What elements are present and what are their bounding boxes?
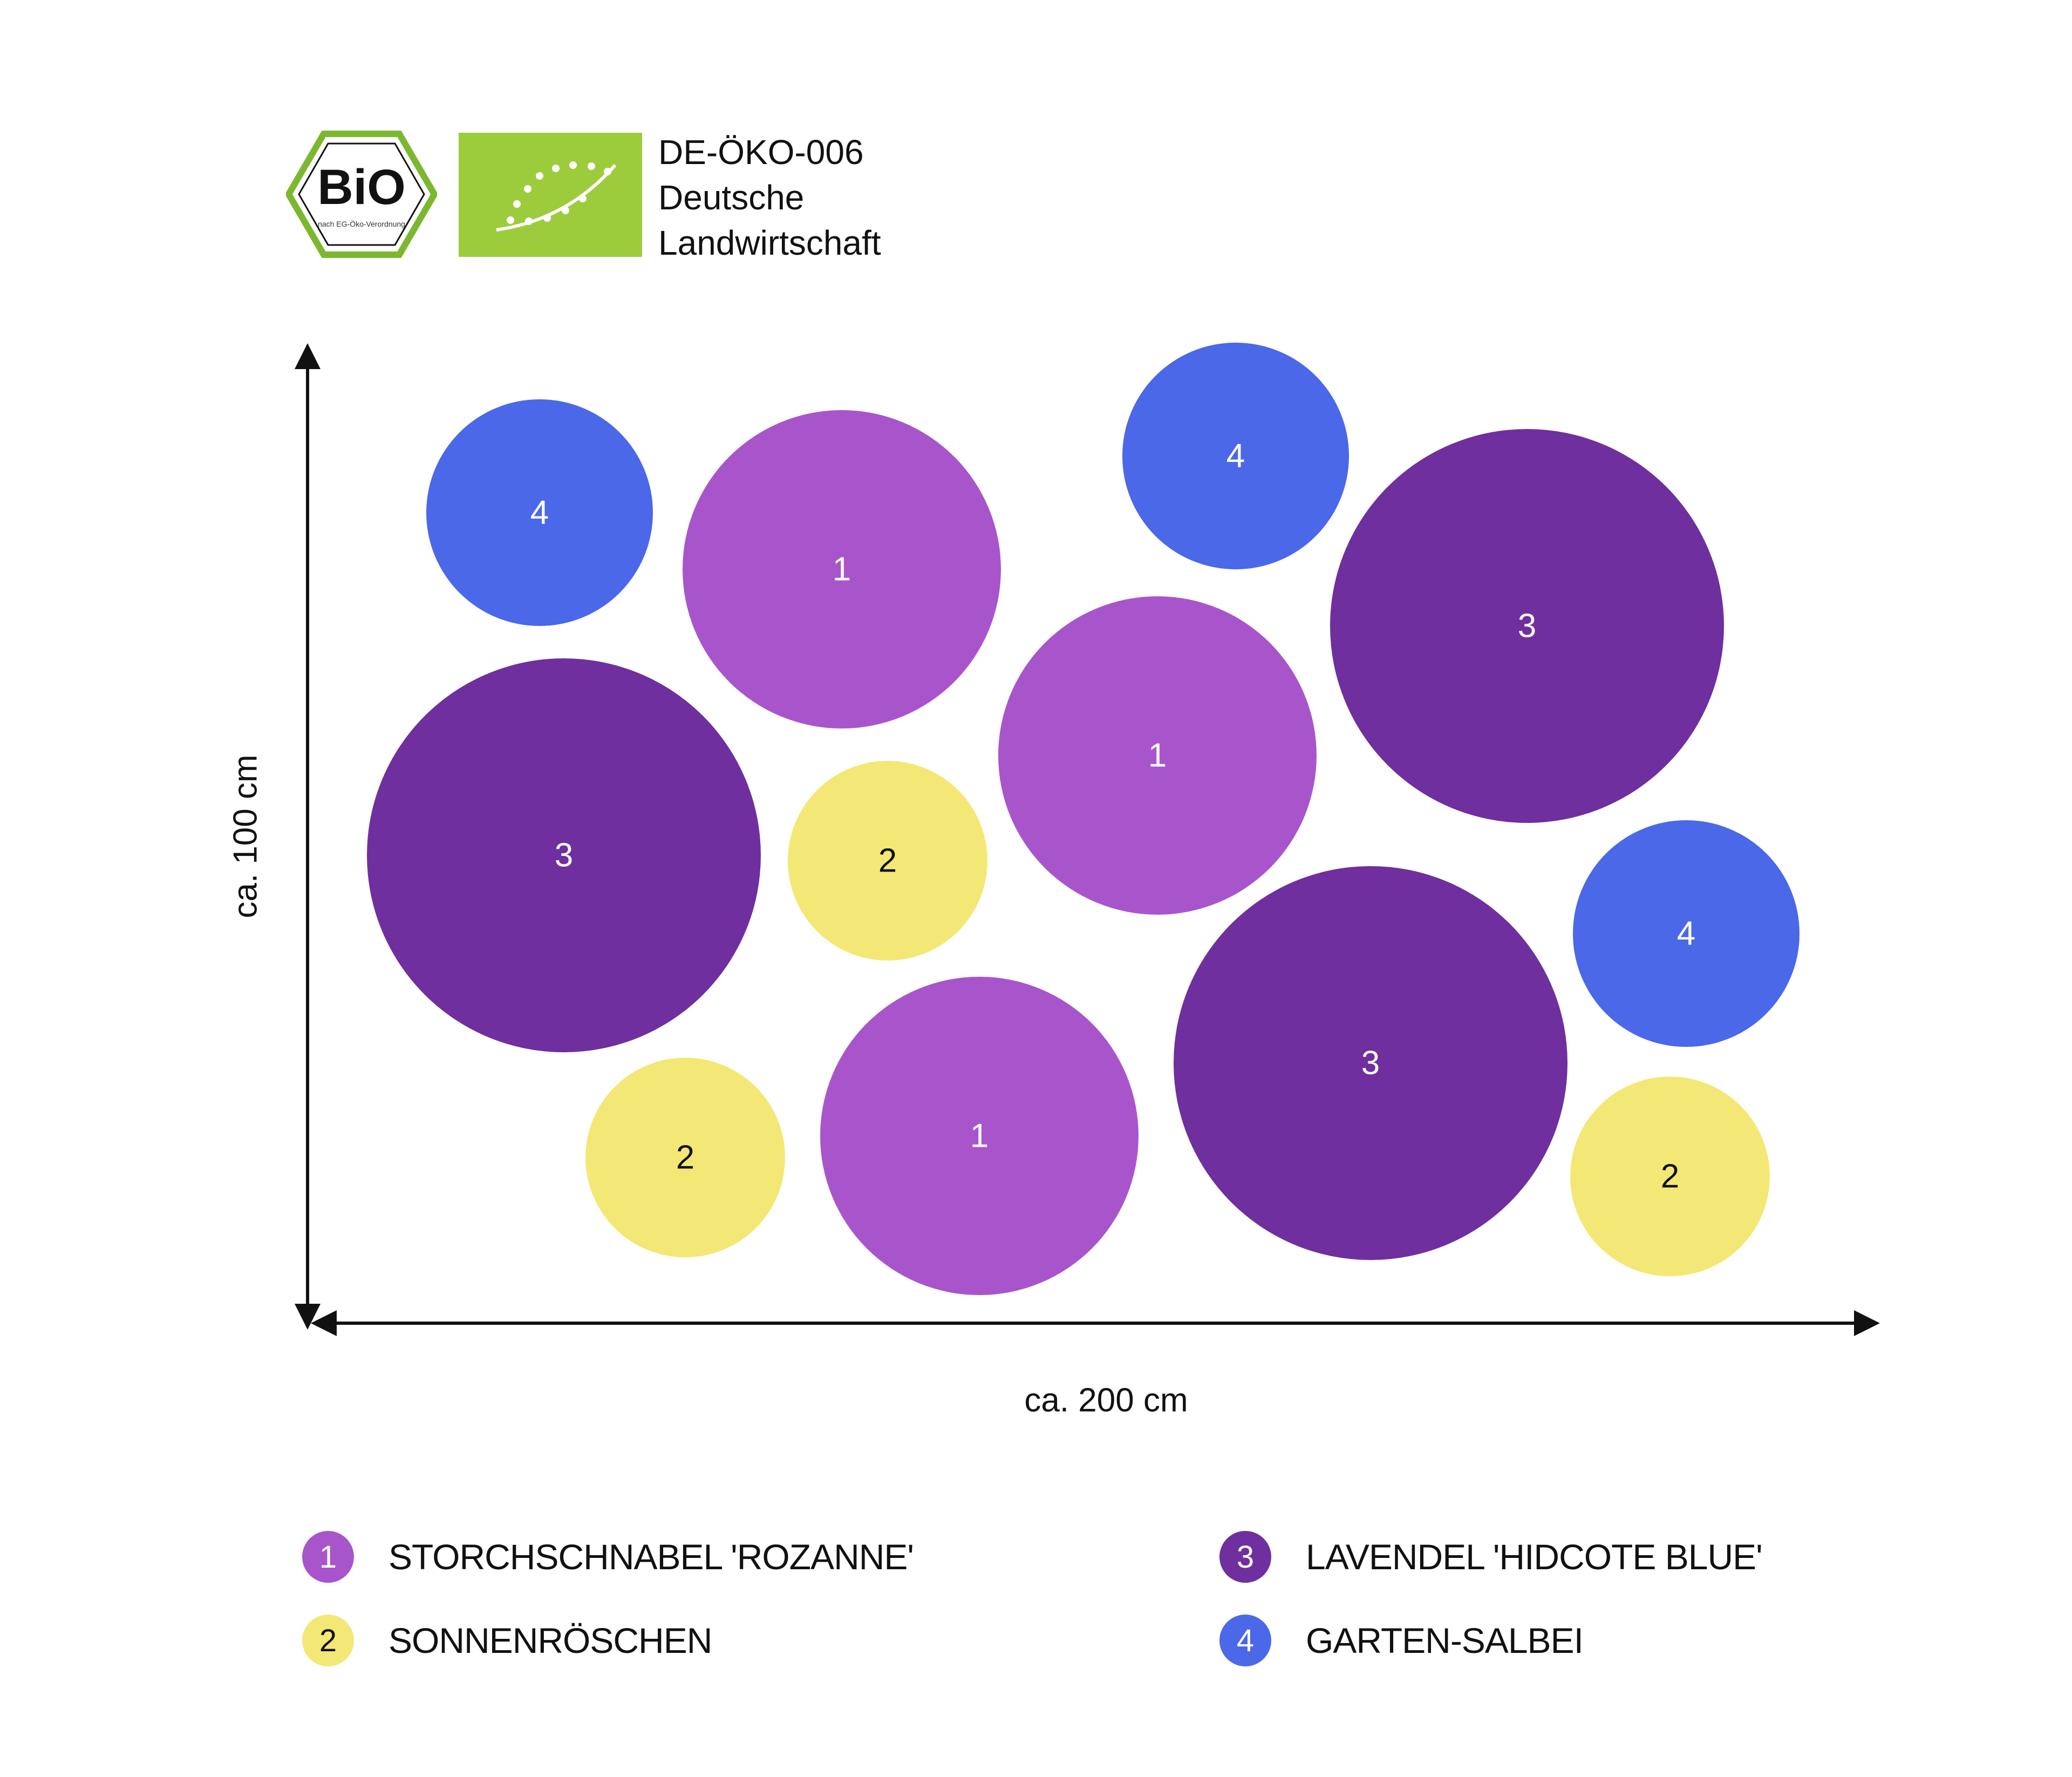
plant-circle-2: 2 [1570,1077,1770,1276]
svg-text:BiO: BiO [317,160,406,215]
legend: 1 STORCHSCHNABEL 'ROZANNE' 2 SONNENRÖSCH… [302,1527,1813,1667]
plant-circle-2: 2 [585,1058,785,1257]
svg-text:3: 3 [555,837,573,874]
plant-circle-3: 3 [367,658,761,1052]
plant-circle-1: 1 [683,410,1001,728]
svg-text:nach EG-Öko-Verordnung: nach EG-Öko-Verordnung [318,219,405,228]
svg-text:2: 2 [676,1139,694,1176]
svg-text:3: 3 [1361,1045,1380,1082]
plant-circle-3: 3 [1330,429,1724,823]
legend-item: 4 GARTEN-SALBEI [1219,1611,1584,1670]
plant-circle-4: 4 [1122,343,1349,569]
eu-organic-leaf-icon [459,133,642,257]
plant-circle-2: 2 [788,761,987,961]
legend-badge: 2 [302,1615,354,1666]
plant-circle-1: 1 [998,596,1317,915]
legend-badge: 4 [1219,1615,1271,1666]
svg-text:2: 2 [878,842,897,880]
svg-text:4: 4 [1226,438,1245,475]
legend-label: LAVENDEL 'HIDCOTE BLUE' [1306,1537,1763,1577]
legend-badge: 1 [302,1531,354,1583]
width-label: ca. 200 cm [1024,1381,1188,1419]
legend-badge: 3 [1219,1531,1271,1583]
certification-text: DE-ÖKO-006 Deutsche Landwirtschaft [658,130,881,265]
plant-circle-1: 1 [820,977,1139,1295]
certification-origin-line1: Deutsche [658,178,805,217]
svg-text:4: 4 [1677,915,1695,952]
certification-origin-line2: Landwirtschaft [658,223,881,262]
legend-item: 2 SONNENRÖSCHEN [302,1611,712,1670]
svg-text:2: 2 [1661,1158,1679,1195]
legend-item: 3 LAVENDEL 'HIDCOTE BLUE' [1219,1527,1763,1587]
legend-item: 1 STORCHSCHNABEL 'ROZANNE' [302,1527,914,1587]
legend-label: SONNENRÖSCHEN [388,1621,712,1660]
certification-code: DE-ÖKO-006 [658,133,864,172]
legend-label: GARTEN-SALBEI [1306,1621,1584,1660]
plant-circle-4: 4 [1573,820,1800,1047]
svg-text:1: 1 [1148,737,1167,774]
svg-text:4: 4 [530,494,549,532]
height-label: ca. 100 cm [227,754,264,918]
bio-seal-icon: BiO nach EG-Öko-Verordnung [285,130,438,259]
legend-label: STORCHSCHNABEL 'ROZANNE' [388,1537,914,1577]
svg-text:3: 3 [1518,608,1536,645]
svg-text:1: 1 [970,1118,989,1155]
plant-circle-4: 4 [426,399,653,626]
svg-text:1: 1 [833,551,851,588]
plant-circle-3: 3 [1174,866,1567,1260]
